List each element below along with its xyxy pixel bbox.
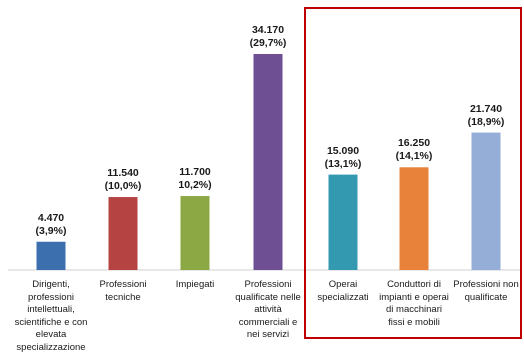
- bar-0: [36, 241, 66, 270]
- category-label-0: Dirigenti, professioni intellettuali, sc…: [14, 279, 88, 353]
- bar-3: [253, 54, 283, 270]
- value-label-6: 21.740: [469, 102, 503, 115]
- data-label-1: 11.540 (10,0%): [88, 167, 158, 193]
- value-label-2: 11.700: [179, 166, 211, 179]
- category-label-1: Professioni tecniche: [99, 279, 147, 303]
- bar-2: [180, 196, 210, 270]
- value-label-4: 15.090: [326, 144, 360, 157]
- value-label-3: 34.170: [251, 24, 285, 36]
- share-label-6: (18,9%): [467, 115, 505, 128]
- highlight-box: [304, 7, 522, 339]
- share-label-4: (13,1%): [324, 157, 362, 170]
- category-label-4: Operai specializzati: [317, 279, 369, 303]
- share-label-3: (29,7%): [249, 37, 287, 49]
- bar-5: [399, 167, 429, 270]
- bar-6: [471, 132, 501, 270]
- value-label-5: 16.250: [397, 137, 431, 150]
- share-label-1: (10,0%): [104, 180, 142, 193]
- share-label-0: (3,9%): [35, 224, 67, 237]
- category-label-5: Conduttori di impianti e operai di macch…: [379, 279, 449, 328]
- category-label-2: Impiegati: [175, 279, 215, 290]
- value-label-0: 4.470: [37, 211, 65, 224]
- value-label-1: 11.540: [107, 167, 139, 180]
- data-label-4: 15.090 (13,1%): [308, 145, 378, 171]
- data-label-5: 16.250 (14,1%): [379, 137, 449, 163]
- share-label-2: 10,2%): [178, 179, 212, 192]
- category-label-6: Professioni non qualificate: [453, 279, 519, 303]
- data-label-0: 4.470 (3,9%): [16, 212, 86, 238]
- share-label-5: (14,1%): [395, 150, 433, 163]
- data-label-6: 21.740 (18,9%): [451, 103, 521, 129]
- bar-4: [328, 174, 358, 270]
- category-label-3: Professioni qualificate nelle attività c…: [235, 279, 301, 340]
- data-label-2: 11.700 10,2%): [160, 166, 230, 192]
- bar-1: [108, 197, 138, 270]
- data-label-3: 34.170 (29,7%): [233, 24, 303, 50]
